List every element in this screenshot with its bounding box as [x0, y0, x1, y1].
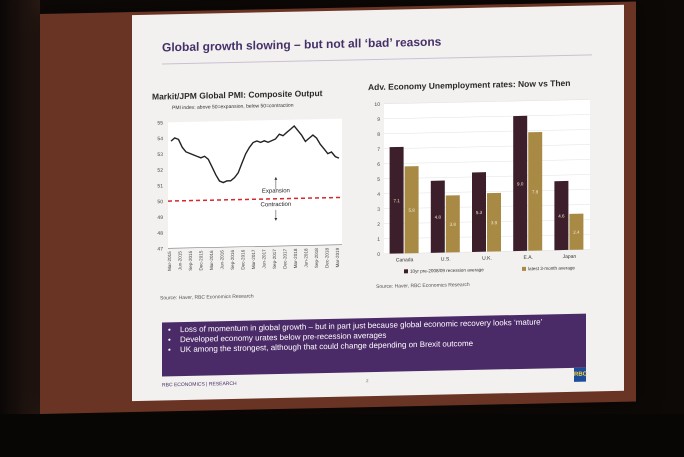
pmi-y-tick-label: 55	[157, 120, 163, 126]
unemployment-y-tick-label: 4	[377, 192, 380, 198]
pmi-x-tick-label: Mar-2019	[335, 247, 340, 267]
slide-title: Global growth slowing – but not all ‘bad…	[162, 34, 442, 55]
pmi-y-tick-label: 52	[157, 168, 163, 174]
unemployment-y-tick-label: 1	[377, 237, 380, 243]
pmi-chart-source: Source: Haver, RBC Economics Research	[160, 293, 254, 302]
unemployment-bar-value-label: 4.6	[558, 214, 565, 219]
pmi-x-tick-label: Jun-2016	[220, 250, 225, 270]
pmi-x-tick-label: Dec-2016	[241, 249, 246, 269]
pmi-y-tick-label: 54	[157, 136, 163, 142]
unemployment-y-tick-label: 9	[377, 117, 380, 123]
unemployment-bar	[487, 192, 501, 252]
unemployment-y-tick-label: 8	[377, 132, 380, 138]
unemployment-bar-value-label: 7.1	[393, 198, 400, 203]
unemployment-category-label: E.A.	[523, 255, 532, 261]
pmi-x-tick-label: Sep-2017	[272, 249, 277, 269]
unemployment-bar-value-label: 9.0	[517, 181, 524, 186]
unemployment-y-tick-label: 3	[377, 207, 380, 213]
unemployment-bar-value-label: 7.9	[532, 189, 539, 194]
pmi-series-line	[170, 124, 340, 184]
pmi-x-tick-label: Mar-2018	[293, 248, 298, 268]
unemployment-gridline	[384, 114, 590, 119]
unemployment-y-tick-label: 2	[377, 222, 380, 228]
unemployment-gridline	[384, 129, 590, 134]
expansion-arrow-head: ▲	[273, 176, 278, 182]
unemployment-legend-swatch	[404, 269, 408, 274]
contraction-arrow-head: ▼	[273, 217, 278, 223]
room-floor	[0, 414, 684, 457]
pmi-x-tick-label: Sep-2015	[188, 250, 193, 270]
pmi-y-tick-label: 50	[157, 199, 163, 205]
pmi-chart-title: Markit/JPM Global PMI: Composite Output	[152, 88, 323, 102]
unemployment-bar	[472, 172, 486, 252]
unemployment-y-tick-label: 0	[377, 252, 380, 258]
unemployment-y-tick-label: 6	[377, 162, 380, 168]
pmi-x-tick-label: Jun-2018	[304, 248, 309, 268]
pmi-line-chart: 47 48 49 50 51 52 53 54 55 Mar-2015 Jun-2015 Sep-20…	[157, 118, 342, 271]
pmi-x-tick-label: Sep-2016	[230, 249, 235, 269]
pmi-x-tick-label: Mar-2016	[209, 250, 214, 270]
pmi-y-tick-label: 47	[157, 246, 163, 252]
unemployment-gridline	[384, 99, 590, 104]
pmi-y-tick-label: 53	[157, 152, 163, 158]
pmi-y-tick-label: 48	[157, 231, 163, 237]
unemployment-bar	[445, 195, 460, 253]
pmi-x-tick-label: Sep-2018	[314, 248, 319, 268]
pmi-x-tick-label: Dec-2018	[325, 247, 330, 267]
pmi-x-tick-label: Mar-2017	[251, 249, 256, 269]
title-divider	[162, 54, 592, 65]
unemployment-gridline	[384, 144, 590, 149]
unemployment-category-label: Canada	[396, 257, 414, 263]
pmi-x-axis	[168, 244, 342, 249]
unemployment-y-tick-label: 5	[377, 177, 380, 183]
slide: Global growth slowing – but not all ‘bad…	[132, 4, 624, 402]
unemployment-legend-label: 10yr pre-2008/09 recession average	[410, 267, 484, 274]
unemployment-bar	[554, 180, 569, 251]
unemployment-bar	[528, 131, 543, 251]
unemployment-legend-label: latest 3-month average	[528, 265, 575, 271]
rbc-logo: RBC	[574, 367, 587, 382]
footer-brand: RBC ECONOMICS | RESEARCH	[162, 380, 237, 389]
unemployment-bar-value-label: 3.9	[491, 220, 498, 225]
unemployment-category-label: U.K.	[482, 256, 492, 262]
unemployment-bar	[430, 180, 445, 253]
unemployment-bar	[569, 213, 584, 250]
pmi-x-tick-label: Jun-2017	[262, 249, 267, 269]
unemployment-bar	[404, 166, 419, 254]
pmi-x-tick-label: Dec-2017	[283, 248, 288, 268]
unemployment-category-label: U.S.	[441, 256, 451, 262]
unemployment-gridline	[384, 159, 590, 164]
unemployment-bar	[513, 115, 528, 252]
contraction-label: Contraction	[261, 202, 292, 209]
unemployment-bar-value-label: 4.8	[435, 215, 442, 220]
pmi-x-tick-label: Mar-2015	[167, 251, 172, 271]
pmi-y-tick-label: 49	[157, 215, 163, 221]
unemployment-bar-chart: 0 1 2 3 4 5 6 7 8 9 10 7.1 5.8 Canada 4.8 3.8 U.S. 5.3 3.9…	[374, 99, 590, 274]
projection-screen-edge	[0, 0, 40, 457]
unemployment-category-label: Japan	[563, 254, 577, 260]
unemployment-legend-swatch	[522, 266, 526, 271]
unemployment-bar-value-label: 5.3	[476, 210, 483, 215]
unemployment-chart-source: Source: Haver, RBC Economics Research	[376, 281, 470, 290]
unemployment-bar	[389, 146, 404, 254]
unemployment-y-tick-label: 10	[374, 102, 380, 108]
unemployment-bar-value-label: 3.8	[450, 222, 457, 227]
unemployment-y-tick-label: 7	[377, 147, 380, 153]
pmi-y-tick-label: 51	[157, 183, 163, 189]
expansion-label: Expansion	[262, 188, 290, 195]
unemployment-bar-value-label: 5.8	[408, 208, 415, 213]
key-points-box: • Loss of momentum in global growth – but…	[162, 313, 586, 377]
pmi-x-tick-label: Dec-2015	[199, 250, 204, 270]
page-number: 2	[366, 378, 369, 384]
pmi-x-tick-label: Jun-2015	[178, 251, 183, 271]
pmi-50-threshold-line	[168, 196, 342, 202]
pmi-plot-area	[168, 118, 342, 249]
unemployment-bar-value-label: 2.4	[573, 230, 580, 235]
projected-slide-area: Global growth slowing – but not all ‘bad…	[40, 1, 636, 414]
